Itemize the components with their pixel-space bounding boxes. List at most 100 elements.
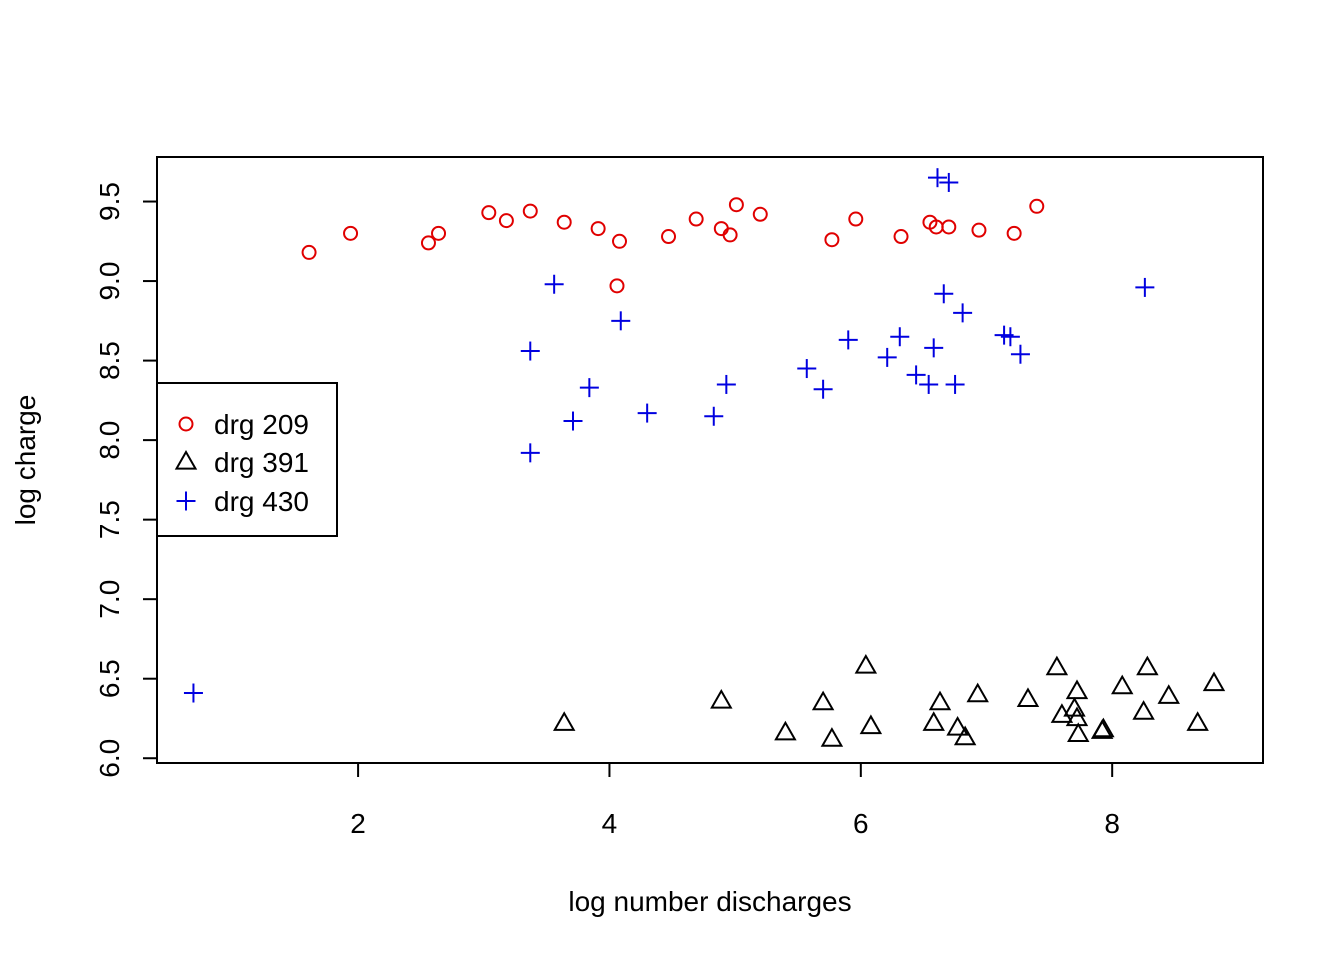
data-point (611, 311, 631, 331)
data-point (1006, 225, 1022, 241)
data-point (710, 688, 733, 709)
data-point (1000, 327, 1020, 347)
data-point (939, 172, 959, 192)
data-point (927, 168, 947, 188)
data-point (924, 338, 944, 358)
data-points (183, 168, 1226, 747)
y-axis-label: log charge (10, 395, 41, 526)
legend-label: drg 209 (214, 409, 309, 440)
data-point (716, 374, 736, 394)
data-point (552, 711, 576, 731)
data-point (688, 211, 704, 227)
data-point (1202, 671, 1226, 692)
data-point (1136, 655, 1159, 676)
data-point (1010, 344, 1030, 364)
x-axis: 2 4 6 8 (350, 762, 1120, 839)
data-point (1063, 696, 1086, 717)
data-point (906, 365, 926, 385)
data-point (922, 711, 945, 731)
data-point (946, 716, 969, 736)
data-point (1135, 277, 1155, 297)
legend-entry: drg 391 (174, 447, 309, 478)
x-axis-label: log number discharges (568, 886, 851, 917)
data-point (838, 330, 858, 350)
y-tick-label: 7.0 (94, 580, 125, 619)
data-point (556, 214, 572, 230)
data-point (824, 232, 840, 248)
legend-marker (178, 416, 194, 432)
data-point (183, 683, 203, 703)
data-point (854, 653, 878, 674)
legend-marker (174, 450, 198, 470)
data-point (953, 303, 973, 323)
data-point (877, 347, 897, 367)
data-point (893, 229, 909, 245)
data-point (590, 221, 606, 237)
data-point (713, 221, 729, 237)
y-tick-label: 6.5 (94, 659, 125, 698)
legend-entry: drg 430 (176, 486, 309, 517)
y-tick-label: 8.5 (94, 341, 125, 380)
series-drg-391 (552, 653, 1226, 747)
y-tick-label: 6.0 (94, 739, 125, 778)
data-point (1186, 711, 1209, 731)
series-drg-430 (183, 168, 1155, 703)
data-point (928, 690, 952, 711)
x-tick-label: 8 (1104, 808, 1120, 839)
legend-entry: drg 209 (178, 409, 309, 440)
data-point (752, 206, 768, 222)
data-point (498, 213, 514, 229)
legend-label: drg 391 (214, 447, 309, 478)
data-point (1045, 655, 1069, 676)
data-point (661, 229, 677, 245)
data-point (579, 378, 599, 398)
x-tick-label: 6 (853, 808, 869, 839)
x-tick-label: 4 (602, 808, 618, 839)
data-point (612, 233, 628, 249)
data-point (1111, 674, 1134, 695)
data-point (1067, 722, 1090, 743)
data-point (481, 205, 497, 221)
data-point (728, 197, 744, 213)
data-point (1016, 687, 1040, 708)
y-axis: 6.0 6.5 7.0 7.5 8.0 8.5 9.0 9.5 (94, 182, 158, 778)
y-tick-label: 9.0 (94, 262, 125, 301)
data-point (544, 274, 564, 294)
data-point (859, 714, 883, 735)
data-point (941, 219, 957, 235)
data-point (637, 403, 657, 423)
data-point (966, 682, 989, 703)
x-tick-label: 2 (350, 808, 366, 839)
data-point (774, 720, 797, 741)
data-point (890, 327, 910, 347)
data-point (813, 379, 833, 399)
data-point (919, 374, 939, 394)
data-point (848, 211, 864, 227)
data-point (797, 359, 817, 379)
data-point (1092, 717, 1115, 738)
legend-label: drg 430 (214, 486, 309, 517)
data-point (520, 443, 540, 463)
data-point (563, 411, 583, 431)
series-drg-209 (301, 197, 1045, 294)
y-tick-label: 8.0 (94, 421, 125, 460)
data-point (1132, 700, 1155, 720)
data-point (1029, 198, 1045, 214)
data-point (343, 225, 359, 241)
data-point (945, 374, 965, 394)
legend-box (156, 382, 338, 537)
data-point (522, 203, 538, 219)
data-point (431, 225, 447, 241)
data-point (1157, 684, 1180, 704)
data-point (301, 244, 317, 260)
legend: drg 209 drg 391 drg 430 (156, 382, 338, 537)
data-point (934, 284, 954, 304)
data-point (953, 725, 977, 746)
y-tick-label: 7.5 (94, 500, 125, 539)
data-point (722, 227, 738, 243)
data-point (1065, 679, 1089, 700)
data-point (420, 235, 436, 251)
y-tick-label: 9.5 (94, 182, 125, 221)
data-point (811, 690, 835, 711)
